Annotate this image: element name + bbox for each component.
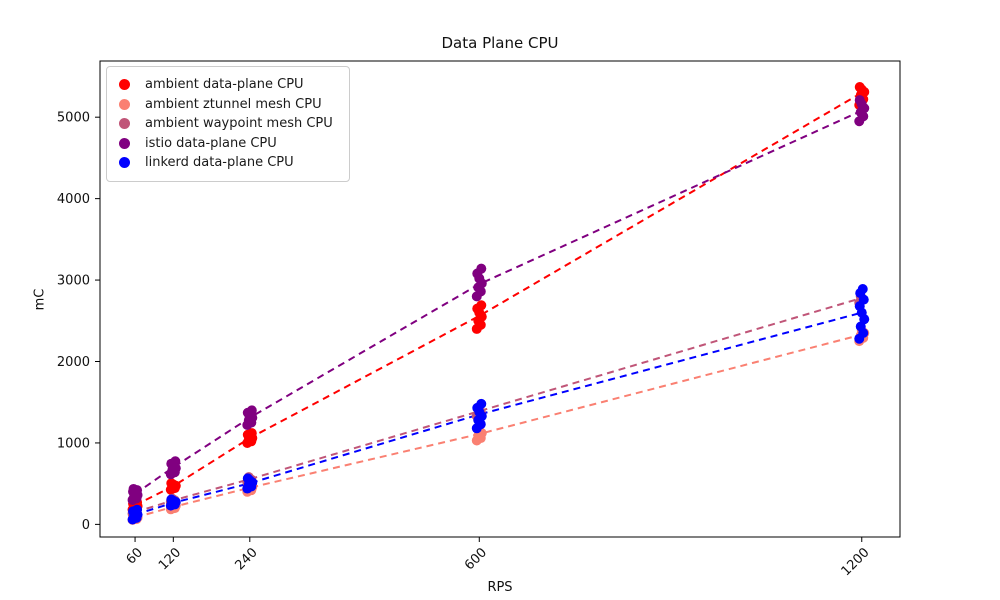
legend-marker-icon xyxy=(119,79,130,91)
point-linkerd xyxy=(242,473,253,484)
legend-label: ambient waypoint mesh CPU xyxy=(145,116,333,132)
legend-marker-icon xyxy=(119,98,130,110)
trendline-waypoint xyxy=(134,297,863,514)
y-tick-label: 2000 xyxy=(57,355,90,370)
legend-marker-icon xyxy=(119,118,130,130)
legend-label: istio data-plane CPU xyxy=(145,135,277,151)
point-linkerd xyxy=(476,398,487,409)
y-tick-label: 0 xyxy=(82,518,90,533)
legend-marker-icon xyxy=(119,157,130,169)
y-axis-label: mC xyxy=(32,288,48,311)
legend: ambient data-plane CPU ambient ztunnel m… xyxy=(106,66,350,182)
point-linkerd xyxy=(166,494,177,505)
point-istio xyxy=(476,263,487,274)
legend-item: ambient ztunnel mesh CPU xyxy=(119,95,333,115)
x-tick-label: 240 xyxy=(232,545,260,573)
chart-title: Data Plane CPU xyxy=(441,34,559,52)
legend-marker-icon xyxy=(119,137,130,149)
point-linkerd xyxy=(132,504,143,515)
point-istio xyxy=(246,405,257,416)
x-tick-label: 60 xyxy=(124,545,146,567)
point-ambient xyxy=(854,82,865,93)
legend-label: ambient ztunnel mesh CPU xyxy=(145,96,322,112)
y-tick-label: 4000 xyxy=(57,192,90,207)
trendline-ztunnel xyxy=(134,333,863,519)
trendline-linkerd xyxy=(134,311,863,516)
legend-item: ambient waypoint mesh CPU xyxy=(119,114,333,134)
point-istio xyxy=(128,483,139,494)
point-linkerd xyxy=(857,284,868,295)
y-tick-label: 1000 xyxy=(57,436,90,451)
point-ambient xyxy=(246,428,257,439)
legend-label: ambient data-plane CPU xyxy=(145,77,304,93)
legend-item: ambient data-plane CPU xyxy=(119,75,333,95)
y-tick-label: 3000 xyxy=(57,274,90,289)
plot-frame xyxy=(99,60,901,538)
x-tick-label: 1200 xyxy=(839,545,873,579)
legend-item: istio data-plane CPU xyxy=(119,134,333,154)
legend-label: linkerd data-plane CPU xyxy=(145,155,294,171)
point-istio xyxy=(170,456,181,467)
y-tick-label: 5000 xyxy=(57,111,90,126)
point-ambient xyxy=(166,478,177,489)
x-tick-label: 600 xyxy=(462,545,490,573)
x-axis-label: RPS xyxy=(487,580,513,595)
x-tick-label: 120 xyxy=(156,545,184,573)
point-ambient xyxy=(476,300,487,311)
point-istio xyxy=(854,95,865,106)
legend-item: linkerd data-plane CPU xyxy=(119,153,333,173)
